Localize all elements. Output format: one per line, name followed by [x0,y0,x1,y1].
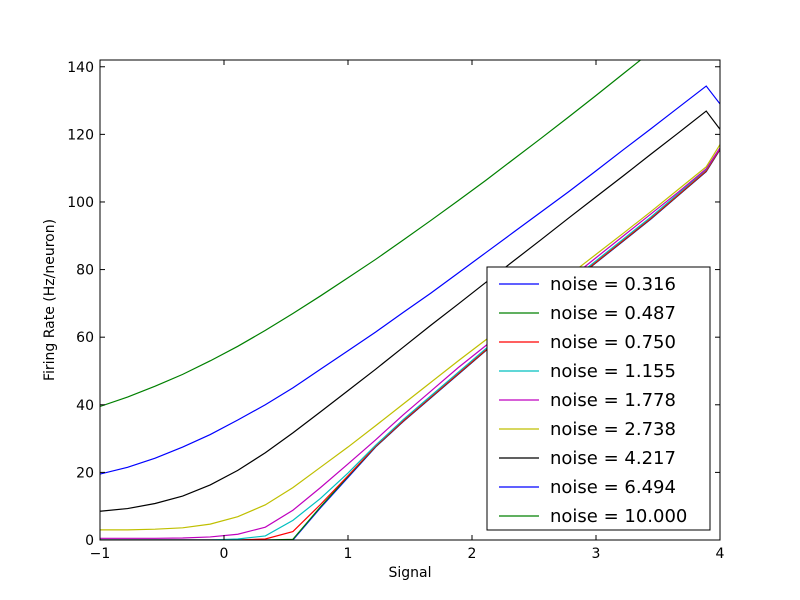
legend-box [486,266,711,531]
x-axis-label: Signal [388,565,431,581]
legend-entry-label: noise = 1.778 [550,390,676,411]
x-tick-label: −1 [90,546,111,562]
legend-entry-label: noise = 0.750 [550,332,676,353]
x-tick-label: 4 [716,546,725,562]
series-line-7 [100,85,720,475]
y-tick-label: 40 [76,398,94,414]
plot-area [100,60,720,540]
x-tick-label: 2 [468,546,477,562]
y-tick-label: 140 [67,60,94,76]
y-tick-label: 60 [76,330,94,346]
y-axis-label: Firing Rate (Hz/neuron) [42,219,58,381]
legend-entry-label: noise = 10.000 [550,506,687,527]
legend-entry-label: noise = 4.217 [550,448,676,469]
series-line-8 [100,60,720,408]
y-tick-label: 0 [85,533,94,549]
series-line-4 [100,147,720,539]
x-tick-label: 1 [344,546,353,562]
legend-entry-label: noise = 0.316 [550,274,676,295]
series-line-2 [100,148,720,540]
y-tick-label: 100 [67,195,94,211]
legend: noise = 0.316 noise = 0.487 noise = 0.750 n… [486,266,711,531]
legend-entry-label: noise = 6.494 [550,477,676,498]
x-tick-label: 0 [220,546,229,562]
series-line-3 [100,147,720,540]
legend-entry-label: noise = 0.487 [550,303,676,324]
series-line-5 [100,144,720,531]
series-line-6 [100,110,720,512]
legend-entry-label: noise = 1.155 [550,361,676,382]
axes-border [99,59,721,541]
legend-entry-label: noise = 2.738 [550,419,676,440]
y-tick-label: 20 [76,465,94,481]
axes-frame [99,59,721,541]
y-tick-label: 120 [67,127,94,143]
y-tick-label: 80 [76,263,94,279]
x-tick-label: 3 [592,546,601,562]
